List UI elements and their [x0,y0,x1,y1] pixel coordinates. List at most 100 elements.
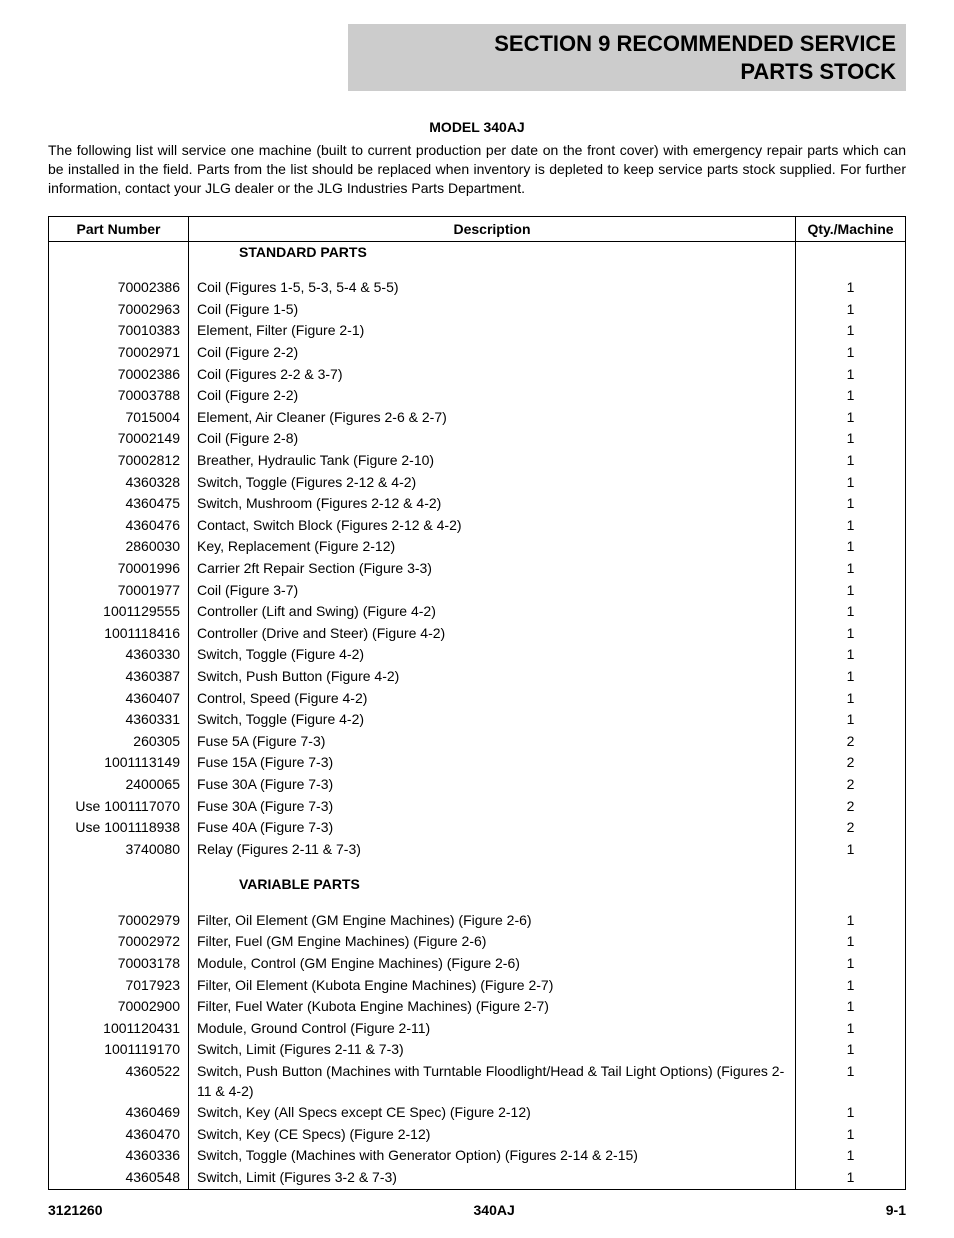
table-row: 260305Fuse 5A (Figure 7-3)2 [49,731,906,753]
part-number-cell: Use 1001118938 [49,817,189,839]
qty-cell: 1 [796,688,906,710]
table-row: Use 1001118938Fuse 40A (Figure 7-3)2 [49,817,906,839]
table-cell [49,263,189,277]
table-cell [796,263,906,277]
description-cell: Switch, Mushroom (Figures 2-12 & 4-2) [189,493,796,515]
part-number-cell: 70002972 [49,931,189,953]
qty-cell: 1 [796,558,906,580]
qty-cell: 1 [796,536,906,558]
qty-cell: 1 [796,666,906,688]
part-number-cell: 260305 [49,731,189,753]
description-cell: Coil (Figure 2-2) [189,385,796,407]
table-cell [796,241,906,263]
part-number-cell: 7015004 [49,407,189,429]
qty-cell: 1 [796,1061,906,1102]
part-number-cell: 1001119170 [49,1039,189,1061]
qty-cell: 1 [796,580,906,602]
description-cell: Fuse 30A (Figure 7-3) [189,774,796,796]
description-cell: Element, Filter (Figure 2-1) [189,320,796,342]
qty-cell: 1 [796,1167,906,1189]
part-number-cell: 1001113149 [49,752,189,774]
description-cell: Filter, Oil Element (GM Engine Machines)… [189,910,796,932]
qty-cell: 1 [796,953,906,975]
table-cell [796,896,906,910]
table-row: Use 1001117070Fuse 30A (Figure 7-3)2 [49,796,906,818]
table-cell [49,860,189,874]
table-row: 70003178Module, Control (GM Engine Machi… [49,953,906,975]
description-cell: Relay (Figures 2-11 & 7-3) [189,839,796,861]
table-row: 4360330Switch, Toggle (Figure 4-2)1 [49,644,906,666]
qty-cell: 1 [796,385,906,407]
part-number-cell: 3740080 [49,839,189,861]
description-cell: Fuse 15A (Figure 7-3) [189,752,796,774]
qty-cell: 1 [796,839,906,861]
table-row: 4360470Switch, Key (CE Specs) (Figure 2-… [49,1124,906,1146]
page: SECTION 9 RECOMMENDED SERVICE PARTS STOC… [0,0,954,1238]
table-row: 70003788Coil (Figure 2-2)1 [49,385,906,407]
table-cell [189,263,796,277]
part-number-cell: 4360475 [49,493,189,515]
part-number-cell: 4360407 [49,688,189,710]
part-number-cell: 2400065 [49,774,189,796]
qty-cell: 2 [796,817,906,839]
table-row: 70001977Coil (Figure 3-7)1 [49,580,906,602]
part-number-cell: 70002149 [49,428,189,450]
qty-cell: 1 [796,450,906,472]
part-number-cell: 70002971 [49,342,189,364]
qty-cell: 1 [796,996,906,1018]
description-cell: Switch, Toggle (Figures 2-12 & 4-2) [189,472,796,494]
intro-paragraph: The following list will service one mach… [48,141,906,198]
table-row: 1001120431Module, Ground Control (Figure… [49,1018,906,1040]
part-number-cell: 70002900 [49,996,189,1018]
qty-cell: 1 [796,910,906,932]
part-number-cell: Use 1001117070 [49,796,189,818]
qty-cell: 1 [796,342,906,364]
table-cell [189,896,796,910]
description-cell: Filter, Fuel Water (Kubota Engine Machin… [189,996,796,1018]
table-cell [189,860,796,874]
section-title: VARIABLE PARTS [189,874,796,896]
col-header-qty: Qty./Machine [796,216,906,241]
section-header: SECTION 9 RECOMMENDED SERVICE PARTS STOC… [348,24,906,91]
description-cell: Coil (Figure 3-7) [189,580,796,602]
description-cell: Fuse 30A (Figure 7-3) [189,796,796,818]
qty-cell: 2 [796,752,906,774]
qty-cell: 1 [796,623,906,645]
qty-cell: 1 [796,428,906,450]
part-number-cell: 70002386 [49,277,189,299]
description-cell: Switch, Limit (Figures 2-11 & 7-3) [189,1039,796,1061]
spacer-row [49,263,906,277]
table-row: 4360548Switch, Limit (Figures 3-2 & 7-3)… [49,1167,906,1189]
description-cell: Controller (Lift and Swing) (Figure 4-2) [189,601,796,623]
description-cell: Element, Air Cleaner (Figures 2-6 & 2-7) [189,407,796,429]
qty-cell: 1 [796,364,906,386]
table-row: 70002812Breather, Hydraulic Tank (Figure… [49,450,906,472]
description-cell: Key, Replacement (Figure 2-12) [189,536,796,558]
part-number-cell: 4360522 [49,1061,189,1102]
section-header-line1: SECTION 9 RECOMMENDED SERVICE [494,31,896,56]
model-heading: MODEL 340AJ [48,119,906,135]
page-footer: 3121260 340AJ 9-1 [48,1202,906,1218]
description-cell: Controller (Drive and Steer) (Figure 4-2… [189,623,796,645]
part-number-cell: 4360476 [49,515,189,537]
qty-cell: 1 [796,472,906,494]
qty-cell: 1 [796,931,906,953]
description-cell: Contact, Switch Block (Figures 2-12 & 4-… [189,515,796,537]
part-number-cell: 70003788 [49,385,189,407]
table-cell [49,241,189,263]
footer-right: 9-1 [886,1202,906,1218]
description-cell: Filter, Oil Element (Kubota Engine Machi… [189,975,796,997]
description-cell: Switch, Limit (Figures 3-2 & 7-3) [189,1167,796,1189]
part-number-cell: 4360336 [49,1145,189,1167]
table-row: 70002963Coil (Figure 1-5)1 [49,299,906,321]
part-number-cell: 70001996 [49,558,189,580]
description-cell: Switch, Toggle (Figure 4-2) [189,709,796,731]
table-row: 1001129555Controller (Lift and Swing) (F… [49,601,906,623]
part-number-cell: 70002812 [49,450,189,472]
table-cell [796,860,906,874]
table-row: 7017923Filter, Oil Element (Kubota Engin… [49,975,906,997]
table-row: 1001113149Fuse 15A (Figure 7-3)2 [49,752,906,774]
table-row: 70002149Coil (Figure 2-8)1 [49,428,906,450]
part-number-cell: 4360469 [49,1102,189,1124]
table-row: 2860030Key, Replacement (Figure 2-12)1 [49,536,906,558]
